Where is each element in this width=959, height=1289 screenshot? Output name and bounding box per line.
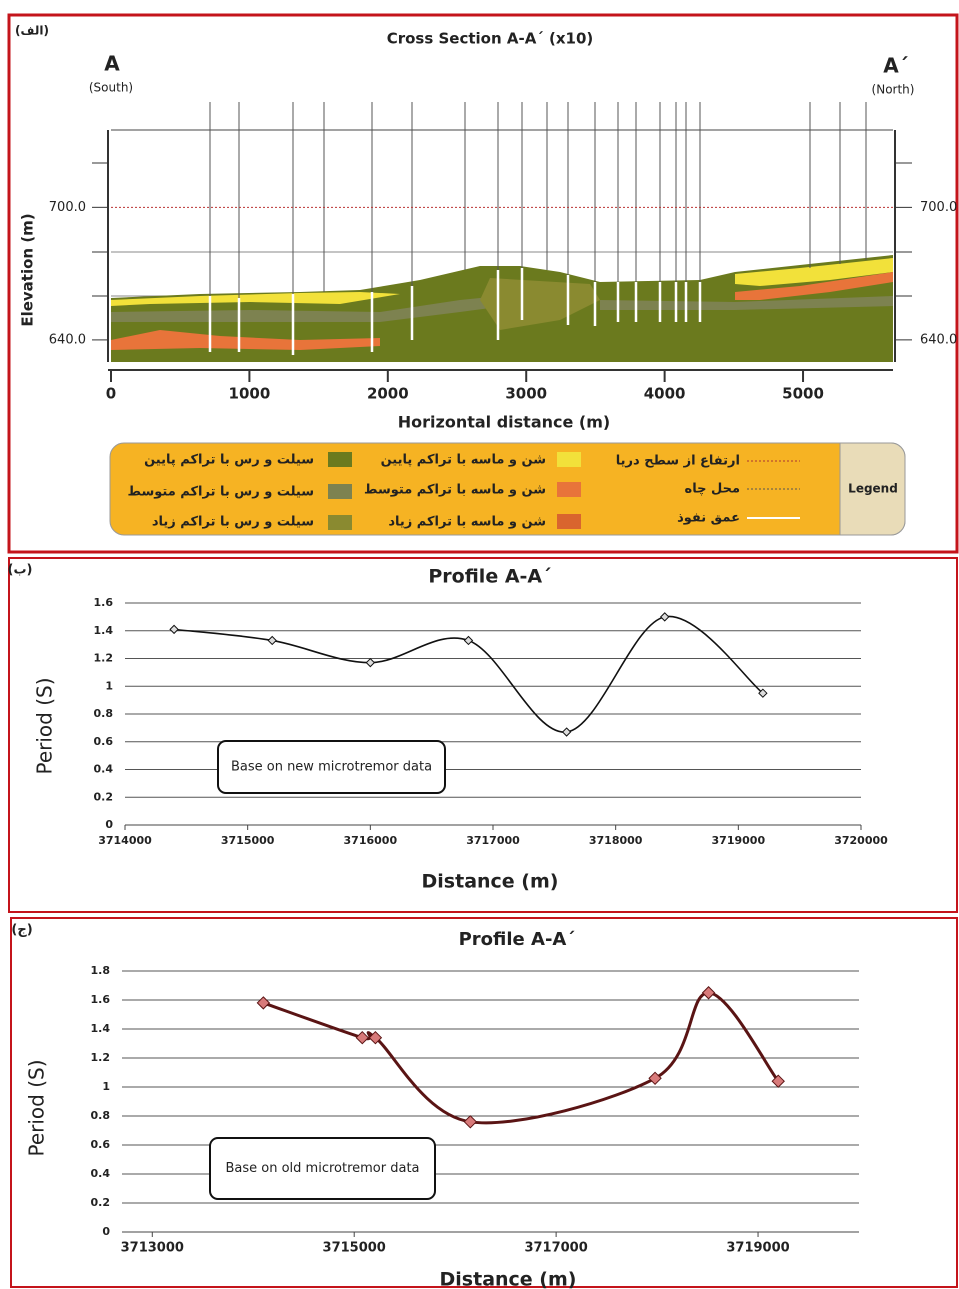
series-line [173,615,764,733]
y-tick-label: 0.2 [91,1196,111,1209]
y-tick-label: 0 [105,818,113,831]
x-axis-label: Distance (m) [440,1269,577,1289]
data-point [365,657,376,668]
x-tick-label: 3715000 [221,834,275,847]
x-tick-label: 3719000 [726,1241,789,1256]
panel-frame [8,557,958,913]
legend-entry: سیلت و رس با تراکم پایین [144,453,314,468]
data-point [267,635,277,646]
annotation: Base on new microtremor data [231,760,432,775]
y-tick-label: 0.2 [94,790,114,803]
x-tick-label: 3717000 [524,1241,587,1256]
data-point [648,1071,662,1086]
legend-entry: ارتفاع از سطح دریا [616,454,740,469]
data-point [463,635,474,646]
x-tick-label: 2000 [367,385,409,403]
x-tick-label: 3714000 [98,834,152,847]
x-tick-label: 3720000 [834,834,888,847]
x-tick-label: 1000 [229,385,271,403]
legend-entry: شن و ماسه با تراکم متوسط [364,483,546,498]
y-tick-label: 640.0 [49,332,86,347]
panel-label: (ب) [8,563,33,578]
panel-frame [7,13,959,554]
data-point [256,996,271,1010]
y-axis-label: Period (S) [33,677,57,774]
x-tick-label: 3715000 [323,1241,386,1256]
legend-entry: سیلت و رس با تراکم زیاد [152,515,314,530]
x-axis-label: Distance (m) [422,871,559,893]
x-tick-label: 3716000 [344,834,398,847]
section-end: A [104,52,120,76]
y-tick-label: 1.8 [91,964,111,977]
y-tick-label: 1.4 [91,1022,111,1035]
legend-entry: عمق نفوذ [677,511,740,526]
y-tick-label: 700.0 [49,200,86,215]
y-tick-label: 640.0 [920,332,957,347]
x-tick-label: 3000 [505,385,547,403]
data-point [771,1074,785,1088]
y-tick-label: 0.6 [94,735,114,748]
y-tick-label: 1.2 [91,1051,111,1064]
y-tick-label: 1.6 [91,993,111,1006]
legend-title: Legend [848,482,898,496]
y-tick-label: 1 [102,1080,110,1093]
y-tick-label: 0.6 [91,1138,111,1151]
x-tick-label: 0 [106,385,116,403]
x-tick-label: 3718000 [589,834,643,847]
x-tick-label: 3717000 [466,834,520,847]
data-point [463,1115,478,1129]
annotation-box [209,1137,436,1200]
well-markers [209,102,867,298]
y-axis-label: Period (S) [25,1059,49,1156]
data-point [701,986,716,1000]
legend-entry: شن و ماسه با تراکم زیاد [388,515,546,530]
y-tick-label: 0.8 [94,707,114,720]
y-tick-label: 0.4 [91,1167,111,1180]
chart-title: Profile A-A´ [428,566,551,588]
legend [109,442,906,536]
y-tick-label: 1.2 [94,652,114,665]
panel-frame [10,917,958,1288]
direction: (North) [872,83,915,97]
x-axis-label: Horizontal distance (m) [398,413,610,432]
title: Cross Section A-A´ (x10) [387,30,594,48]
annotation-box [217,740,446,794]
annotation: Base on old microtremor data [225,1161,419,1176]
chart-title: Profile A-A´ [459,929,576,950]
section-end: A´ [883,54,908,78]
wells [208,268,702,355]
data-point [660,612,670,622]
geology [111,255,893,362]
y-tick-label: 1 [105,679,113,692]
x-tick-label: 5000 [782,385,824,403]
y-tick-label: 700.0 [920,200,957,215]
panel-label: (ج) [11,923,32,938]
y-tick-label: 1.4 [94,624,114,637]
x-tick-label: 3719000 [712,834,766,847]
x-tick-label: 4000 [644,385,686,403]
data-point [368,1030,383,1045]
legend-entry: محل چاه [685,482,740,497]
data-point [561,727,572,737]
y-tick-label: 0.8 [91,1109,111,1122]
y-tick-label: 0 [102,1225,110,1238]
y-axis-label: Elevation (m) [19,213,37,326]
direction: (South) [89,81,133,95]
data-point [758,688,768,698]
y-tick-label: 0.4 [94,763,114,776]
data-point [169,624,179,635]
data-point [355,1030,369,1045]
x-tick-label: 3713000 [121,1241,184,1256]
panel-label: (الف) [15,24,49,38]
y-tick-label: 1.6 [94,596,114,609]
legend-entry: سیلت و رس با تراکم متوسط [128,485,314,500]
legend-entry: شن و ماسه با تراکم پایین [381,453,546,468]
